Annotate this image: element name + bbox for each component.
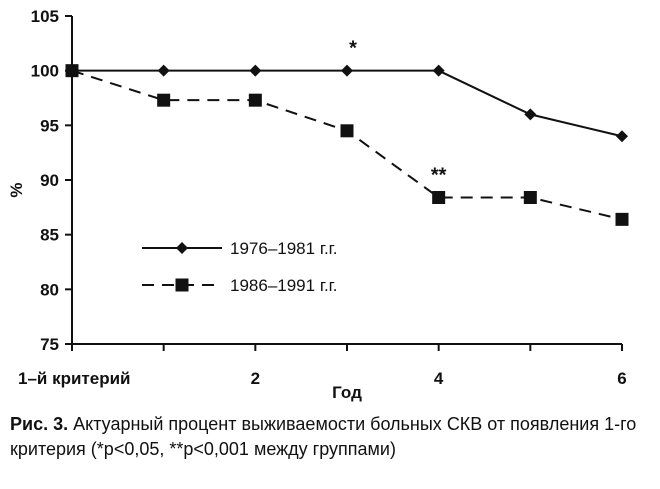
y-tick-label: 85 <box>40 226 59 245</box>
y-tick-label: 80 <box>40 280 59 299</box>
legend-item: 1976–1981 г.г. <box>142 239 338 258</box>
legend-label: 1976–1981 г.г. <box>230 239 338 258</box>
y-tick-label: 100 <box>31 62 59 81</box>
x-tick-label: 2 <box>251 369 260 388</box>
significance-marker: * <box>349 38 357 60</box>
x-tick-label: 6 <box>617 369 626 388</box>
data-point <box>340 124 354 138</box>
y-axis-ticks: 75 80 85 90 95 100 105 <box>31 7 72 354</box>
legend-item: 1986–1991 г.г. <box>142 276 338 295</box>
legend-marker <box>175 278 189 292</box>
data-point <box>615 212 629 226</box>
legend: 1976–1981 г.г. 1986–1991 г.г. <box>142 239 338 295</box>
x-axis-title: Год <box>332 383 362 402</box>
series-layer <box>65 64 629 226</box>
y-tick-label: 95 <box>40 116 59 135</box>
data-point <box>432 190 446 204</box>
survival-chart: 75 80 85 90 95 100 105 1–й критерий 2 4 6 % Год *… <box>7 7 629 402</box>
series-line <box>71 69 623 221</box>
x-axis-ticks: 1–й критерий 2 4 6 <box>18 344 627 388</box>
data-point <box>248 93 262 107</box>
data-point <box>157 93 171 107</box>
x-tick-label: 1–й критерий <box>18 369 131 388</box>
caption-text: Актуарный процент выживаемости больных С… <box>10 414 637 459</box>
data-point <box>157 64 170 77</box>
series-2 <box>65 64 629 226</box>
y-tick-label: 90 <box>40 171 59 190</box>
data-point <box>65 64 79 78</box>
y-tick-label: 75 <box>40 335 59 354</box>
caption-label: Рис. 3. <box>10 414 69 434</box>
data-point <box>524 108 537 121</box>
y-axis-title: % <box>7 182 26 197</box>
legend-label: 1986–1991 г.г. <box>230 276 338 295</box>
legend-marker <box>176 242 188 254</box>
figure-caption: Рис. 3. Актуарный процент выживаемости б… <box>10 412 655 462</box>
x-tick-label: 4 <box>434 369 444 388</box>
significance-marker: ** <box>431 164 447 186</box>
data-point <box>616 130 628 143</box>
data-point <box>432 64 445 77</box>
data-point <box>249 64 262 77</box>
y-tick-label: 105 <box>31 7 59 26</box>
annotations: *** <box>349 38 447 187</box>
data-point <box>341 64 353 77</box>
data-point <box>523 190 537 204</box>
